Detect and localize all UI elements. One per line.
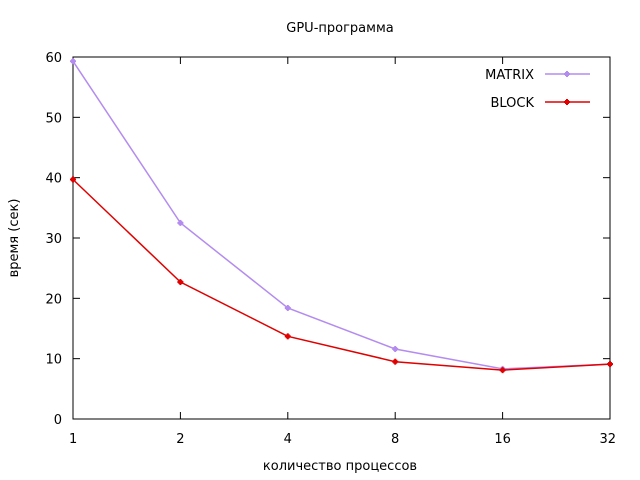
y-tick-label: 50 — [45, 111, 62, 126]
data-point-dot — [285, 334, 290, 339]
data-point-dot — [500, 368, 505, 373]
y-tick-label: 10 — [45, 353, 62, 368]
x-tick-label: 32 — [599, 432, 616, 447]
data-point-dot — [393, 347, 398, 352]
legend-label: MATRIX — [485, 68, 534, 83]
plot-frame — [72, 56, 611, 420]
series-line — [72, 178, 611, 371]
legend-label: BLOCK — [490, 96, 534, 111]
legend-marker-dot — [565, 72, 569, 76]
data-point-dot — [178, 280, 183, 285]
data-point-dot — [71, 177, 75, 182]
x-tick-label: 16 — [494, 432, 511, 447]
y-tick-label: 40 — [45, 172, 62, 187]
y-tick-label: 0 — [54, 413, 62, 428]
y-tick-label: 30 — [45, 232, 62, 247]
data-point-dot — [393, 359, 398, 364]
y-tick-label: 60 — [45, 51, 62, 66]
data-point-dot — [71, 59, 75, 64]
y-tick-labels: 0 10 20 30 40 50 60 — [45, 51, 62, 428]
x-tick-label: 2 — [176, 432, 184, 447]
series-line — [72, 60, 611, 370]
x-tick-labels: 1 2 4 8 16 32 — [69, 432, 616, 447]
legend: MATRIX BLOCK — [485, 68, 590, 111]
data-point-dot — [178, 220, 183, 225]
data-point-dot — [608, 362, 612, 367]
series-layer — [70, 58, 613, 374]
x-tick-label: 1 — [69, 432, 77, 447]
axis-ticks — [72, 56, 611, 420]
y-axis-label: время (сек) — [7, 199, 22, 278]
x-axis-label: количество процессов — [263, 459, 417, 474]
x-tick-label: 4 — [284, 432, 292, 447]
data-point-dot — [285, 305, 290, 310]
y-tick-label: 20 — [45, 292, 62, 307]
series-block — [70, 176, 613, 374]
legend-marker-dot — [565, 100, 569, 104]
x-tick-label: 8 — [391, 432, 399, 447]
chart-title: GPU-программа — [286, 21, 393, 36]
